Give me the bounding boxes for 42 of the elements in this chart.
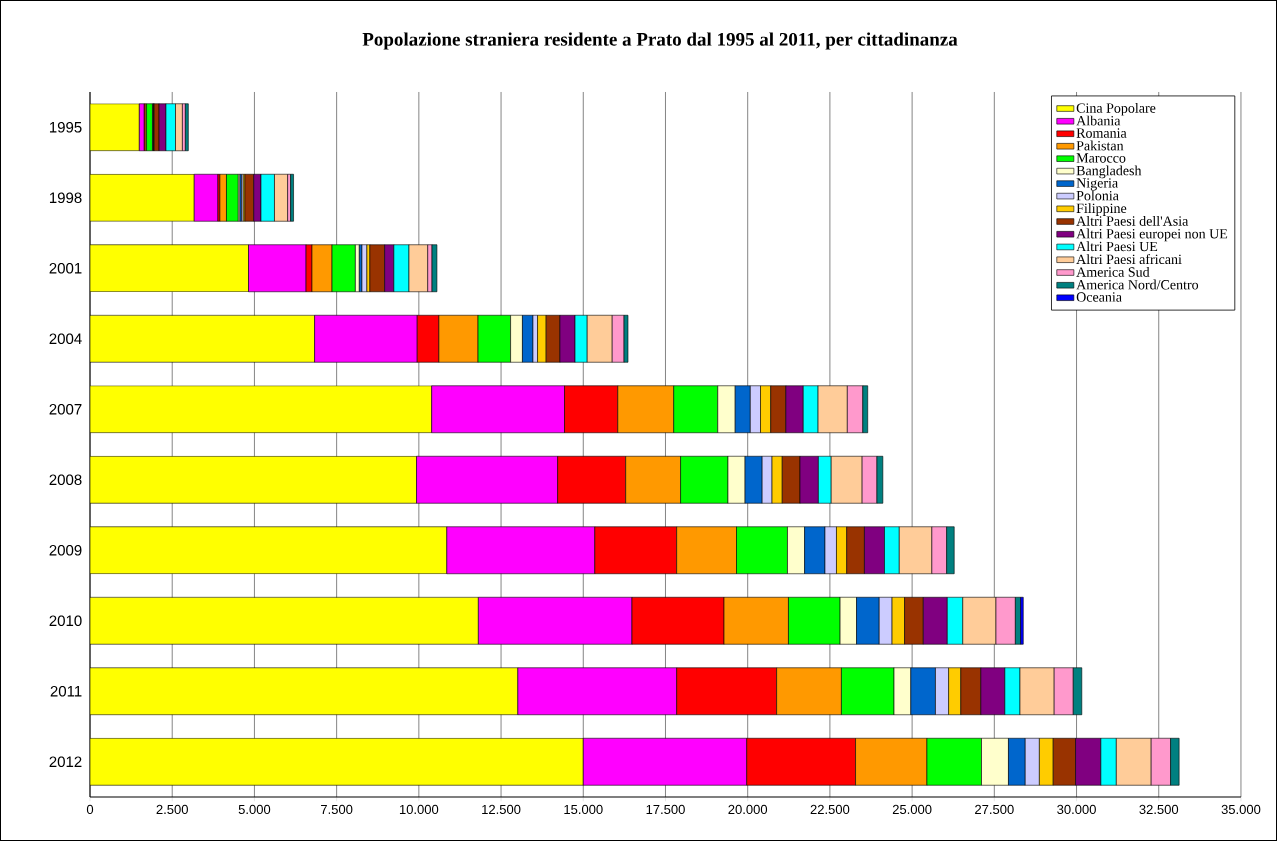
legend-label: America Nord/Centro	[1076, 279, 1199, 290]
x-tick-label: 30.000	[1057, 804, 1096, 815]
y-tick-label: 1995	[49, 121, 82, 133]
x-tick-label: 20.000	[728, 804, 768, 815]
legend-label: Cina Popolare	[1076, 102, 1156, 116]
legend-label: Albania	[1076, 115, 1121, 126]
x-tick-label: 22.500	[810, 804, 850, 815]
y-tick-label: 2012	[49, 756, 82, 768]
legend-label: Altri Paesi europei non UE	[1076, 228, 1228, 242]
y-tick-label: 2008	[49, 474, 82, 486]
y-tick-label: 2011	[50, 685, 82, 697]
y-tick-label: 2001	[49, 262, 82, 274]
y-tick-label: 1998	[49, 192, 82, 204]
legend-label: Romania	[1076, 128, 1127, 138]
x-tick-label: 5.000	[238, 804, 271, 815]
x-tick-label: 25.000	[892, 804, 932, 815]
x-tick-label: 27.500	[975, 804, 1014, 815]
y-tick-label: 2009	[49, 544, 82, 556]
y-tick-label: 2010	[49, 615, 82, 627]
legend-label: Filippine	[1076, 203, 1127, 216]
legend-label: Polonia	[1076, 190, 1119, 201]
legend-label: Altri Paesi africani	[1076, 254, 1182, 265]
legend-label: Marocco	[1076, 153, 1126, 163]
x-tick-label: 10.000	[399, 804, 439, 815]
x-tick-label: 15.000	[564, 804, 603, 815]
x-tick-label: 17.500	[646, 804, 685, 815]
legend-label: Nigeria	[1076, 178, 1118, 191]
legend-label: Altri Paesi UE	[1076, 241, 1158, 252]
x-tick-label: 12.500	[482, 804, 521, 815]
y-tick-label: 2004	[49, 333, 82, 345]
x-tick-label: 35.000	[1221, 804, 1261, 815]
legend-label: Oceania	[1076, 292, 1122, 302]
legend-label: Altri Paesi dell'Asia	[1076, 215, 1189, 226]
legend-label: Bangladesh	[1076, 165, 1142, 179]
y-tick-label: 2007	[49, 403, 82, 415]
x-tick-label: 0	[86, 804, 94, 815]
chart-title: Popolazione straniera residente a Prato dal 1995 al 2011, per cittadinanza	[362, 32, 958, 50]
x-tick-label: 2.500	[156, 804, 188, 815]
legend-label: Pakistan	[1076, 140, 1124, 151]
x-tick-label: 32.500	[1139, 804, 1179, 815]
legend-label: America Sud	[1076, 266, 1150, 277]
x-tick-label: 7.500	[321, 804, 353, 815]
